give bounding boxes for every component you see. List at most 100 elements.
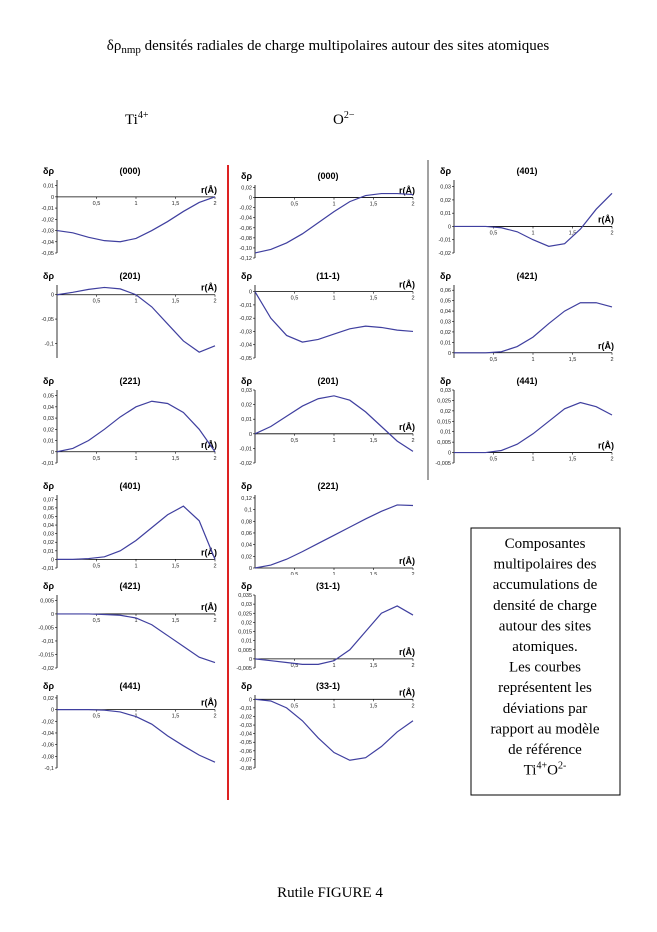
y-tick-label: -0,005 bbox=[236, 666, 252, 672]
y-tick-label: 0,04 bbox=[43, 405, 54, 411]
y-tick-label: -0,01 bbox=[239, 446, 252, 452]
chart-title: (11-1) bbox=[316, 271, 340, 281]
x-tick-label: 2 bbox=[610, 457, 613, 463]
chart-title: (31-1) bbox=[316, 581, 340, 591]
caption-formula: Ti4+O2- bbox=[524, 761, 567, 779]
x-tick-label: 2 bbox=[213, 201, 216, 207]
y-axis-label: δρ bbox=[241, 171, 252, 181]
chart-title: (441) bbox=[516, 376, 537, 386]
chart-panel bbox=[35, 575, 225, 677]
x-axis-label: r(Å) bbox=[201, 602, 217, 612]
y-tick-label: -0,01 bbox=[41, 639, 54, 645]
y-tick-label: -0,10 bbox=[239, 246, 252, 252]
x-tick-label: 0,5 bbox=[291, 703, 299, 709]
formula-base: Ti bbox=[524, 763, 537, 779]
y-axis-label: δρ bbox=[440, 166, 451, 176]
y-tick-label: 0,03 bbox=[43, 416, 54, 422]
caption-line: de référence bbox=[508, 742, 582, 758]
y-tick-label: 0,06 bbox=[440, 288, 451, 294]
y-tick-label: -0,05 bbox=[239, 356, 252, 362]
x-tick-label: 1,5 bbox=[370, 438, 378, 444]
y-tick-label: -0,01 bbox=[41, 206, 54, 212]
chart-panel bbox=[35, 265, 225, 367]
y-tick-label: -0,05 bbox=[41, 317, 54, 323]
x-axis-label: r(Å) bbox=[201, 440, 217, 450]
title-text: densités radiales de charge multipolaire… bbox=[141, 38, 550, 54]
y-tick-label: 0,03 bbox=[241, 388, 252, 394]
y-tick-label: -0,015 bbox=[38, 652, 54, 658]
y-tick-label: -0,02 bbox=[239, 714, 252, 720]
y-tick-label: -0,01 bbox=[239, 303, 252, 309]
x-tick-label: 2 bbox=[213, 563, 216, 569]
x-tick-label: 1,5 bbox=[569, 457, 577, 463]
y-tick-label: 0,02 bbox=[43, 540, 54, 546]
y-tick-label: -0,03 bbox=[41, 229, 54, 235]
y-tick-label: 0,02 bbox=[43, 696, 54, 702]
y-tick-label: 0 bbox=[448, 351, 451, 357]
chart-title: (221) bbox=[317, 481, 338, 491]
caption-line: accumulations de bbox=[493, 577, 598, 593]
y-tick-label: -0,07 bbox=[239, 757, 252, 763]
y-axis-label: δρ bbox=[241, 376, 252, 386]
x-tick-label: 2 bbox=[411, 296, 414, 302]
x-axis-label: r(Å) bbox=[399, 186, 415, 196]
y-tick-label: 0,01 bbox=[43, 184, 54, 190]
curve bbox=[254, 192, 414, 254]
x-tick-label: 2 bbox=[213, 618, 216, 624]
x-tick-label: 1,5 bbox=[172, 299, 180, 305]
chart-title: (401) bbox=[516, 166, 537, 176]
curve bbox=[56, 400, 216, 453]
chart-title: (000) bbox=[317, 171, 338, 181]
x-tick-label: 2 bbox=[411, 202, 414, 208]
x-tick-label: 2 bbox=[411, 703, 414, 709]
column-head: Ti4+ bbox=[125, 110, 149, 128]
x-tick-label: 1,5 bbox=[172, 201, 180, 207]
y-tick-label: -0,08 bbox=[239, 766, 252, 772]
chart-title: (201) bbox=[317, 376, 338, 386]
x-axis-label: r(Å) bbox=[598, 441, 614, 451]
y-tick-label: 0 bbox=[249, 566, 252, 572]
y-tick-label: 0,02 bbox=[43, 427, 54, 433]
caption-line: représentent les bbox=[498, 680, 592, 696]
y-tick-label: 0,015 bbox=[238, 630, 252, 636]
y-tick-label: 0,02 bbox=[241, 554, 252, 560]
x-tick-label: 0,5 bbox=[93, 714, 101, 720]
y-tick-label: 0,01 bbox=[43, 439, 54, 445]
y-axis-label: δρ bbox=[241, 681, 252, 691]
y-tick-label: -0,1 bbox=[45, 341, 54, 347]
y-tick-label: -0,12 bbox=[239, 256, 252, 262]
y-tick-label: -0,005 bbox=[435, 461, 451, 467]
y-tick-label: -0,08 bbox=[239, 236, 252, 242]
y-tick-label: 0,01 bbox=[440, 430, 451, 436]
x-tick-label: 1 bbox=[332, 438, 335, 444]
y-tick-label: 0,04 bbox=[241, 543, 252, 549]
caption-line: densité de charge bbox=[493, 598, 597, 614]
curve bbox=[56, 286, 216, 353]
y-tick-label: -0,01 bbox=[41, 566, 54, 572]
y-tick-label: -0,01 bbox=[438, 238, 451, 244]
caption-line: atomiques. bbox=[512, 639, 577, 655]
y-tick-label: -0,02 bbox=[41, 217, 54, 223]
y-tick-label: -0,02 bbox=[438, 251, 451, 257]
y-tick-label: 0 bbox=[51, 557, 54, 563]
y-tick-label: -0,06 bbox=[239, 749, 252, 755]
y-tick-label: -0,04 bbox=[41, 240, 54, 246]
x-tick-label: 0,5 bbox=[291, 202, 299, 208]
curve bbox=[254, 504, 414, 569]
chart-title: (201) bbox=[119, 271, 140, 281]
x-tick-label: 1 bbox=[134, 201, 137, 207]
chart-title: (441) bbox=[119, 681, 140, 691]
x-tick-label: 1,5 bbox=[172, 563, 180, 569]
x-tick-label: 1,5 bbox=[370, 663, 378, 669]
x-axis-label: r(Å) bbox=[399, 556, 415, 566]
x-tick-label: 0,5 bbox=[93, 456, 101, 462]
y-tick-label: -0,1 bbox=[45, 766, 54, 772]
y-tick-label: 0,03 bbox=[440, 388, 451, 394]
y-tick-label: 0 bbox=[51, 708, 54, 714]
chart-panel bbox=[233, 675, 423, 777]
chart-panel bbox=[35, 160, 225, 262]
y-tick-label: 0,035 bbox=[238, 593, 252, 599]
caption-line: déviations par bbox=[503, 701, 588, 717]
x-tick-label: 2 bbox=[411, 663, 414, 669]
chart-title: (421) bbox=[516, 271, 537, 281]
